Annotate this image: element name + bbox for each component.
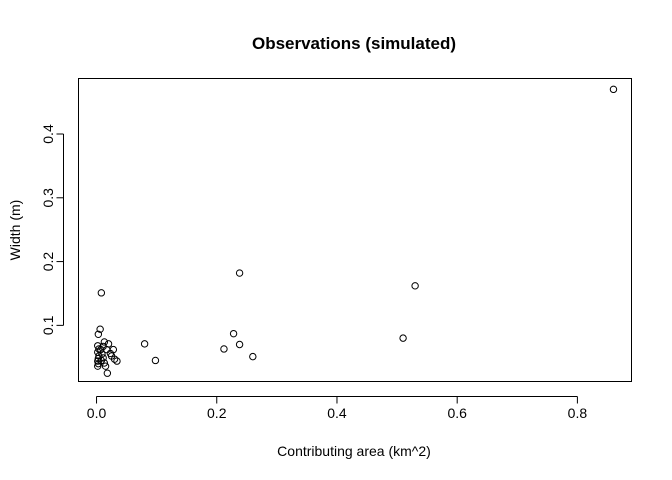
x-tick-label: 0.8: [568, 405, 588, 421]
data-point: [235, 269, 244, 277]
x-tick-label: 0.6: [447, 405, 467, 421]
plot-frame: [78, 78, 632, 382]
y-tick-label: 0.2: [40, 252, 56, 272]
x-axis-label: Contributing area (km^2): [277, 443, 431, 459]
data-point: [96, 325, 104, 333]
data-point: [220, 345, 228, 353]
data-point: [94, 330, 103, 338]
data-points: [94, 85, 618, 377]
y-tick-label: 0.4: [40, 124, 56, 144]
data-point: [101, 362, 110, 370]
data-point: [229, 329, 238, 338]
x-axis: 0.0 0.2 0.4 0.6 0.8: [87, 396, 588, 421]
data-point: [399, 334, 407, 342]
y-axis-label: Width (m): [7, 200, 23, 261]
data-point: [110, 355, 119, 363]
x-tick-label: 0.2: [207, 405, 227, 421]
data-point: [140, 340, 149, 348]
data-point: [151, 356, 160, 365]
y-axis: 0.1 0.2 0.3 0.4: [40, 124, 64, 335]
y-tick-label: 0.3: [40, 188, 56, 208]
x-tick-label: 0.0: [87, 405, 107, 421]
data-point: [99, 354, 107, 362]
y-tick-label: 0.1: [40, 315, 56, 335]
chart-title: Observations (simulated): [252, 34, 456, 53]
data-point: [100, 359, 109, 367]
data-point: [249, 352, 257, 361]
data-point: [109, 345, 118, 354]
data-point: [235, 340, 244, 349]
x-tick-label: 0.4: [327, 405, 347, 421]
data-point: [103, 369, 112, 377]
data-point: [100, 338, 109, 346]
data-point: [104, 340, 113, 348]
data-point: [97, 289, 106, 297]
data-point: [609, 85, 618, 94]
data-point: [94, 362, 102, 370]
data-point: [411, 282, 419, 290]
data-point: [113, 357, 121, 365]
